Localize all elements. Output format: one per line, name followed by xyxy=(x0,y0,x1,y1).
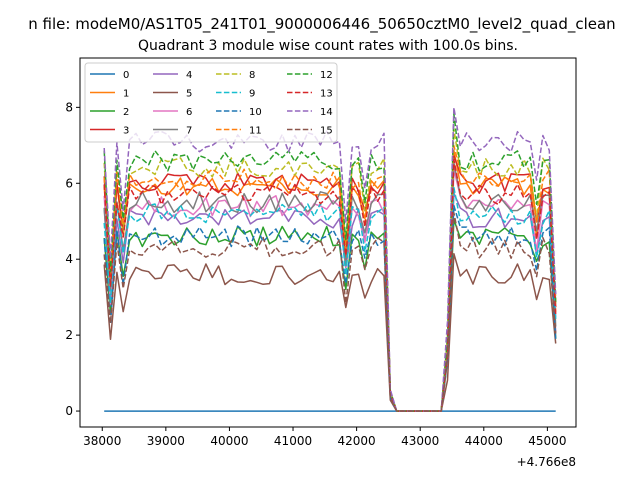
series-line-3 xyxy=(103,155,557,412)
legend-label-7: 7 xyxy=(186,126,192,137)
legend-label-13: 13 xyxy=(320,89,333,100)
legend-label-5: 5 xyxy=(186,89,192,100)
y-tick-label: 4 xyxy=(65,252,73,266)
x-offset-label: +4.766e8 xyxy=(517,455,576,469)
x-tick-label: 42000 xyxy=(338,434,376,448)
series-line-4 xyxy=(103,192,557,412)
x-tick-label: 43000 xyxy=(401,434,439,448)
legend-label-11: 11 xyxy=(249,126,262,137)
legend-label-15: 15 xyxy=(320,126,333,137)
series-line-13 xyxy=(103,159,557,412)
legend-label-2: 2 xyxy=(123,107,129,118)
legend-label-8: 8 xyxy=(249,70,255,81)
series-line-11 xyxy=(103,145,557,412)
legend-label-6: 6 xyxy=(186,107,192,118)
chart-title: Quadrant 3 module wise count rates with … xyxy=(138,38,518,54)
legend-label-12: 12 xyxy=(320,70,333,81)
series-line-10 xyxy=(103,204,557,412)
x-tick-label: 41000 xyxy=(274,434,312,448)
series-line-9 xyxy=(103,186,557,412)
y-tick-label: 0 xyxy=(65,404,73,418)
legend-label-4: 4 xyxy=(186,70,192,81)
series-line-15 xyxy=(103,212,557,412)
x-tick-label: 45000 xyxy=(528,434,566,448)
x-tick-label: 40000 xyxy=(210,434,248,448)
x-axis: 38000 39000 40000 41000 42000 43000 44000 45000 xyxy=(83,427,566,448)
y-tick-label: 6 xyxy=(65,176,73,190)
series-line-5 xyxy=(103,252,557,412)
legend-label-0: 0 xyxy=(123,70,129,81)
legend-label-14: 14 xyxy=(320,107,333,118)
y-tick-label: 2 xyxy=(65,328,73,342)
legend-label-3: 3 xyxy=(123,126,129,137)
x-tick-label: 44000 xyxy=(465,434,503,448)
x-tick-label: 38000 xyxy=(83,434,121,448)
legend-label-1: 1 xyxy=(123,89,129,100)
series-layer xyxy=(103,106,557,412)
legend-label-9: 9 xyxy=(249,89,255,100)
series-line-8 xyxy=(103,128,557,412)
figure-suptitle: n file: modeM0/AS1T05_241T01_9000006446_… xyxy=(28,15,615,34)
legend-box xyxy=(84,62,338,143)
plot-frame xyxy=(79,57,577,428)
series-line-12 xyxy=(103,113,557,412)
legend-label-10: 10 xyxy=(249,107,262,118)
x-tick-label: 39000 xyxy=(147,434,185,448)
y-tick-label: 8 xyxy=(65,100,73,114)
y-axis: 0 2 4 6 8 xyxy=(65,100,80,418)
